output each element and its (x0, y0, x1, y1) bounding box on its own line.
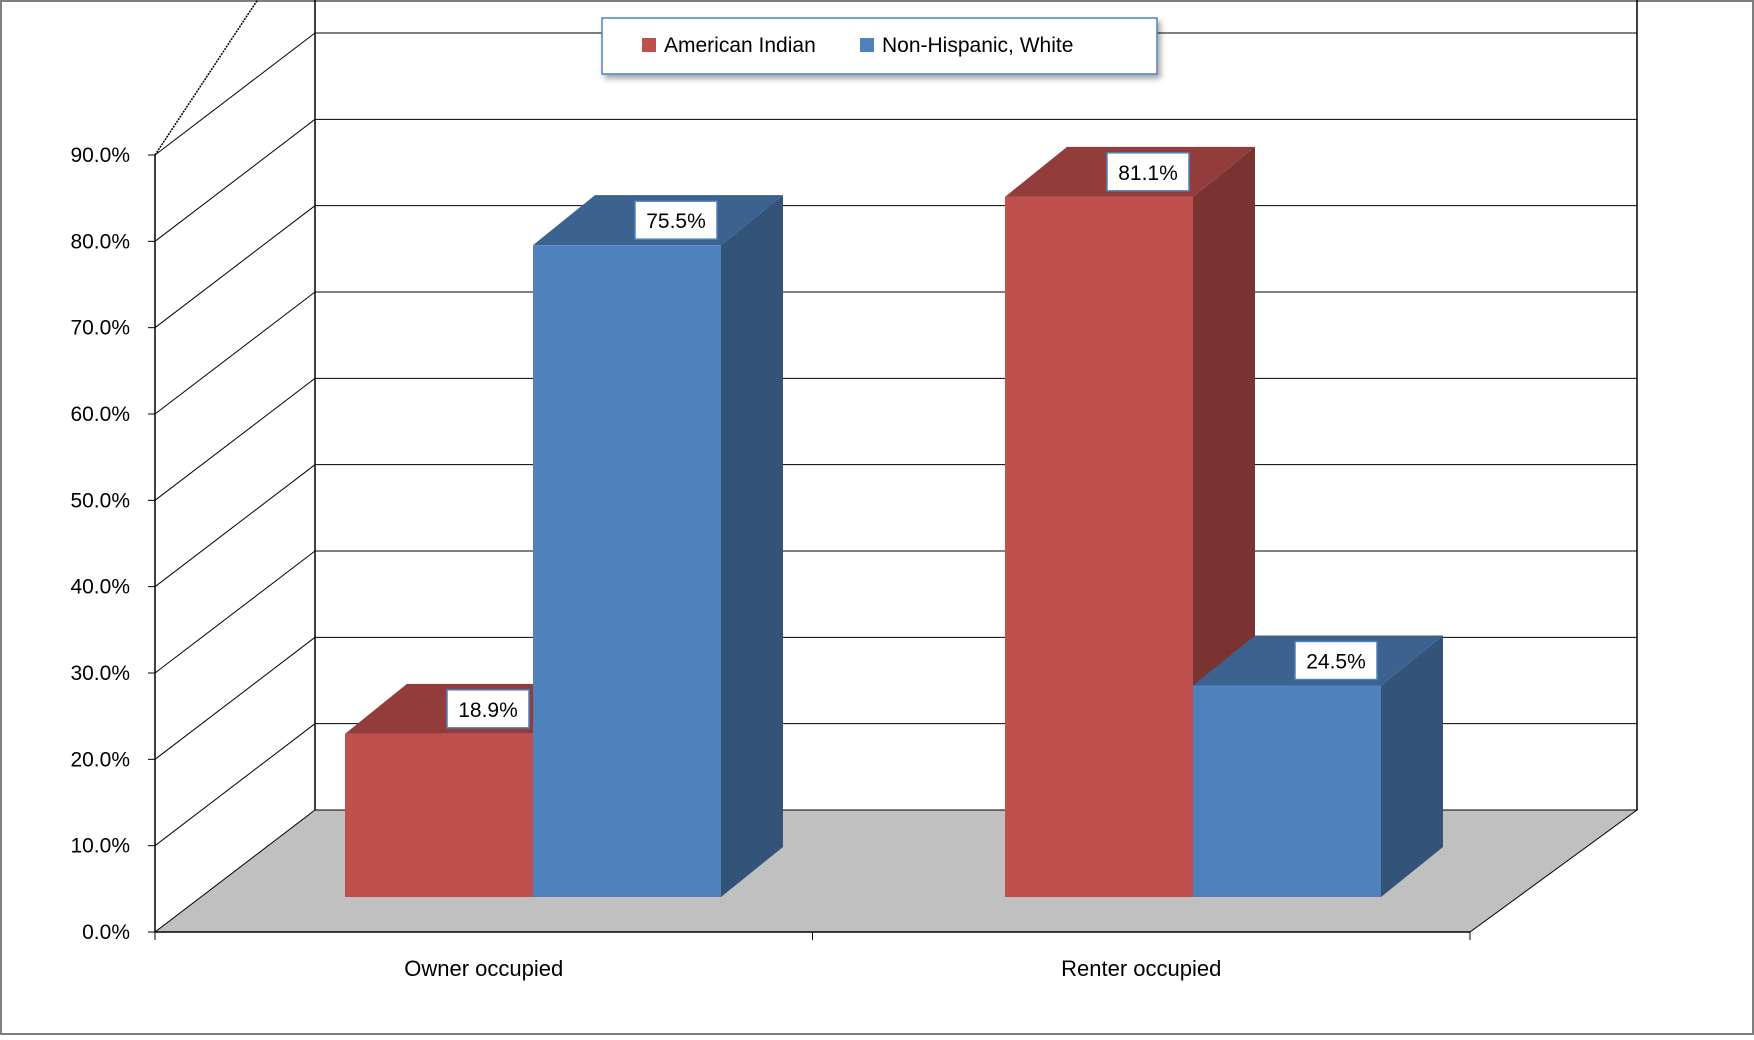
legend-box (601, 17, 1158, 75)
gridline-side (154, 636, 316, 760)
data-label-text: 75.5% (646, 210, 706, 233)
legend-label: Non-Hispanic, White (882, 34, 1073, 57)
bar-front-face (1005, 196, 1193, 897)
gridline-side (154, 32, 316, 156)
axes (148, 154, 1471, 940)
bar (533, 195, 783, 897)
gridline-side (154, 550, 316, 674)
gridline-side (154, 464, 316, 588)
legend-label: American Indian (664, 34, 816, 57)
data-labels: 0.0% 10.0% 20.0% 30.0% 40.0% 50.0% 60.0% 70.0% 8… (70, 144, 1378, 981)
data-label-box (446, 689, 530, 729)
bars (345, 146, 1443, 897)
data-label-text: 81.1% (1118, 162, 1178, 185)
gridline-side (154, 205, 316, 329)
data-label: 24.5% (1294, 640, 1378, 681)
y-tick-label: 0.0% (82, 921, 130, 944)
gridline-side (154, 723, 316, 847)
bar-side-face (721, 195, 783, 897)
data-label: 18.9% (446, 689, 530, 729)
legend-swatch (642, 38, 656, 52)
y-tick-label: 30.0% (70, 662, 130, 685)
gridline-side (154, 118, 316, 242)
data-label: 75.5% (634, 200, 718, 240)
data-label-box (634, 200, 718, 240)
y-tick-label: 20.0% (70, 748, 130, 771)
y-tick-label: 10.0% (70, 835, 130, 858)
y-tick-label: 50.0% (70, 489, 130, 512)
bar-side-face (1381, 635, 1443, 897)
side-wall-top-edge (154, 0, 259, 156)
bar (1193, 635, 1443, 897)
y-tick-label: 40.0% (70, 576, 130, 599)
data-label-box (1294, 640, 1378, 681)
x-tick-label: Owner occupied (404, 956, 563, 981)
gridline-side (154, 377, 316, 501)
data-label: 81.1% (1106, 152, 1190, 192)
bar-front-face (345, 733, 533, 897)
y-tick-label: 90.0% (70, 144, 130, 167)
x-tick-label: Renter occupied (1061, 956, 1221, 981)
bar-front-face (1193, 685, 1381, 897)
data-label-text: 18.9% (458, 699, 518, 722)
chart-walls (154, 0, 1638, 932)
legend: American Indian Non-Hispanic, White (601, 17, 1158, 75)
data-label-box (1106, 152, 1190, 192)
gridline-side (154, 291, 316, 415)
y-tick-label: 60.0% (70, 403, 130, 426)
data-label-text: 24.5% (1306, 650, 1366, 673)
legend-swatch (860, 38, 874, 52)
y-tick-label: 70.0% (70, 317, 130, 340)
y-tick-label: 80.0% (70, 230, 130, 253)
bar-front-face (533, 245, 721, 897)
